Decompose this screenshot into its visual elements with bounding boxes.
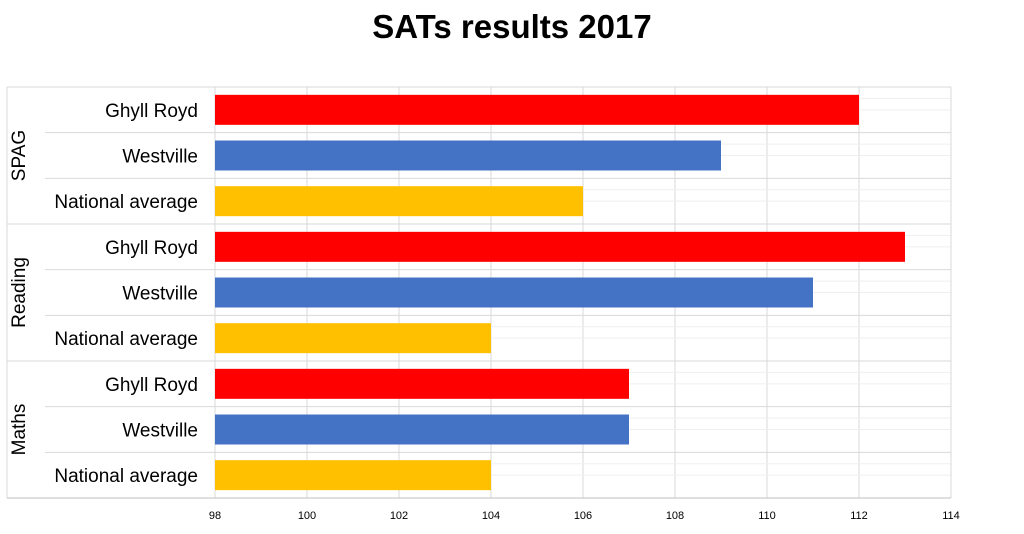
bar (215, 323, 491, 354)
x-tick-label: 100 (298, 510, 316, 522)
x-tick-label: 110 (758, 510, 776, 522)
bar (215, 140, 721, 171)
category-label: National average (54, 466, 198, 487)
bar (215, 414, 629, 445)
x-tick-label: 114 (942, 510, 960, 522)
bar (215, 460, 491, 491)
x-tick-label: 108 (666, 510, 684, 522)
category-label: National average (54, 329, 198, 350)
chart-title: SATs results 2017 (372, 8, 652, 45)
x-tick-label: 104 (482, 510, 500, 522)
category-label: National average (54, 192, 198, 213)
category-label: Westville (122, 284, 198, 305)
bar (215, 186, 583, 217)
x-tick-label: 98 (209, 510, 221, 522)
bar (215, 368, 629, 399)
x-tick-label: 112 (850, 510, 868, 522)
bar (215, 94, 859, 125)
category-label: Ghyll Royd (105, 375, 198, 396)
category-label: Ghyll Royd (105, 238, 198, 259)
category-label: Westville (122, 421, 198, 442)
group-label: Maths (9, 404, 30, 456)
x-tick-label: 102 (390, 510, 408, 522)
bar (215, 231, 905, 262)
bar (215, 277, 813, 308)
category-label: Ghyll Royd (105, 101, 198, 122)
x-tick-label: 106 (574, 510, 592, 522)
group-label: SPAG (9, 130, 30, 181)
category-label: Westville (122, 147, 198, 168)
group-label: Reading (9, 257, 30, 328)
